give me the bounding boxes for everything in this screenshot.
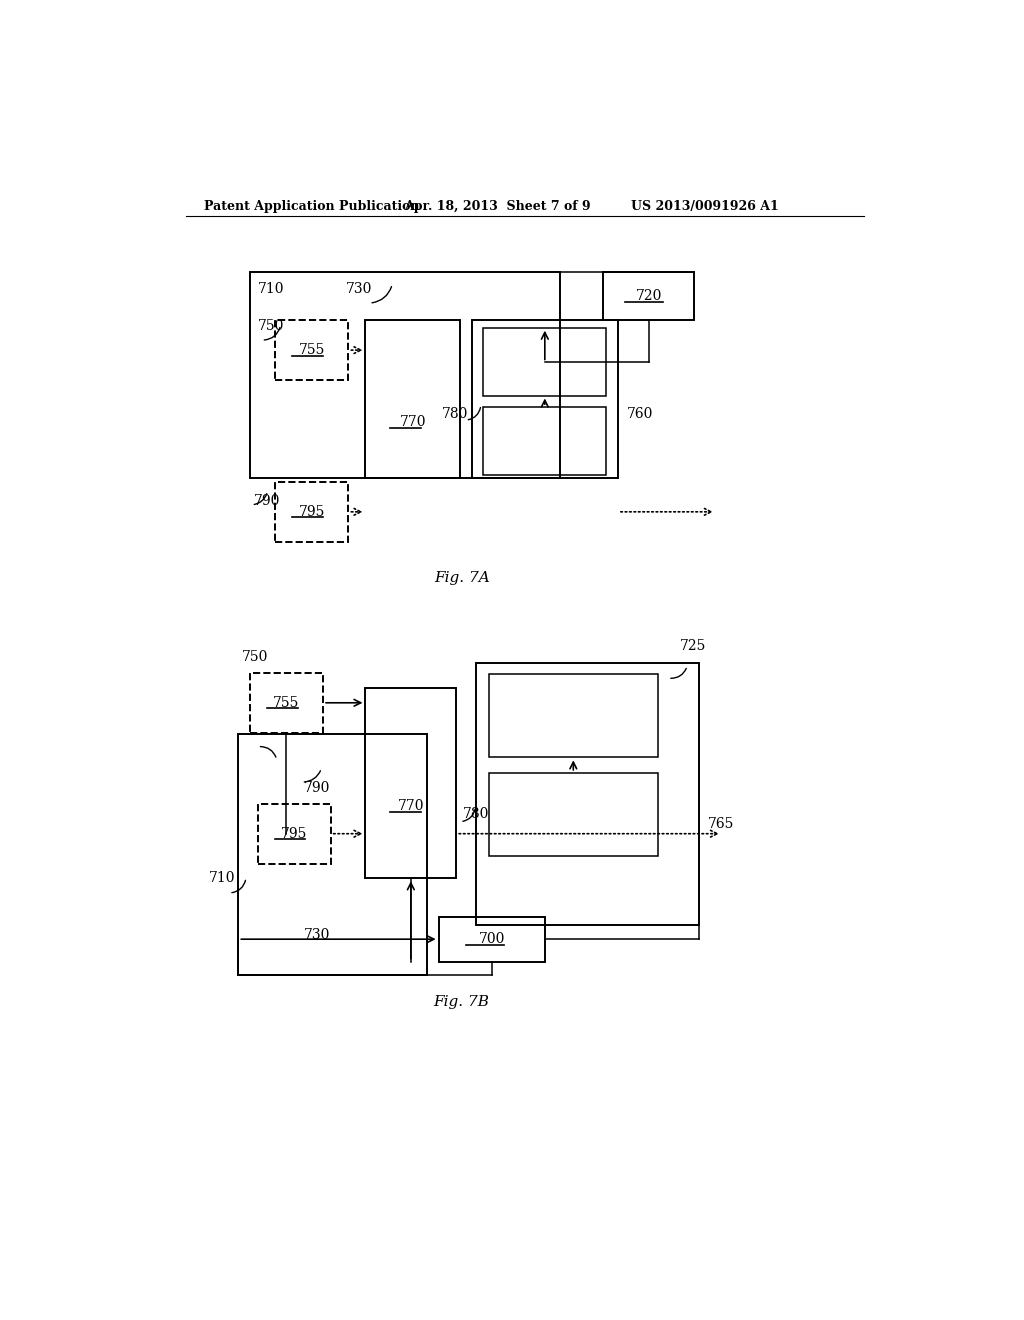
Bar bbox=[250, 673, 323, 733]
Bar bbox=[275, 482, 348, 543]
Bar bbox=[275, 321, 348, 380]
Text: 710: 710 bbox=[209, 871, 236, 884]
Bar bbox=[488, 675, 658, 758]
Bar bbox=[603, 272, 694, 321]
Text: 770: 770 bbox=[399, 414, 426, 429]
Bar bbox=[483, 327, 606, 396]
Text: 730: 730 bbox=[346, 282, 373, 296]
Text: Apr. 18, 2013  Sheet 7 of 9: Apr. 18, 2013 Sheet 7 of 9 bbox=[403, 199, 591, 213]
Text: 780: 780 bbox=[463, 807, 488, 821]
Text: 725: 725 bbox=[680, 639, 706, 653]
Text: 790: 790 bbox=[304, 781, 330, 795]
Bar bbox=[366, 688, 457, 878]
Text: 755: 755 bbox=[299, 343, 325, 358]
Bar bbox=[483, 407, 606, 475]
Text: 765: 765 bbox=[708, 817, 734, 832]
Text: US 2013/0091926 A1: US 2013/0091926 A1 bbox=[631, 199, 779, 213]
Text: 795: 795 bbox=[281, 826, 307, 841]
Text: 795: 795 bbox=[299, 504, 325, 519]
Bar bbox=[488, 774, 658, 857]
Bar bbox=[475, 663, 698, 924]
Text: 770: 770 bbox=[397, 800, 424, 813]
Text: 760: 760 bbox=[628, 408, 653, 421]
Text: 710: 710 bbox=[258, 282, 284, 296]
Text: 790: 790 bbox=[254, 494, 281, 508]
Text: 720: 720 bbox=[636, 289, 662, 304]
Text: 755: 755 bbox=[273, 696, 300, 710]
Text: 780: 780 bbox=[441, 408, 468, 421]
Bar bbox=[258, 804, 331, 863]
Bar bbox=[472, 321, 617, 478]
Bar bbox=[250, 272, 560, 478]
Text: 730: 730 bbox=[304, 928, 330, 941]
Bar bbox=[438, 917, 545, 961]
Text: 700: 700 bbox=[478, 932, 505, 946]
Text: 750: 750 bbox=[258, 319, 284, 333]
Text: Fig. 7B: Fig. 7B bbox=[433, 994, 489, 1008]
Bar bbox=[366, 321, 460, 478]
Bar bbox=[239, 734, 427, 974]
Text: Patent Application Publication: Patent Application Publication bbox=[204, 199, 419, 213]
Text: Fig. 7A: Fig. 7A bbox=[434, 572, 489, 585]
Text: 750: 750 bbox=[243, 651, 268, 664]
